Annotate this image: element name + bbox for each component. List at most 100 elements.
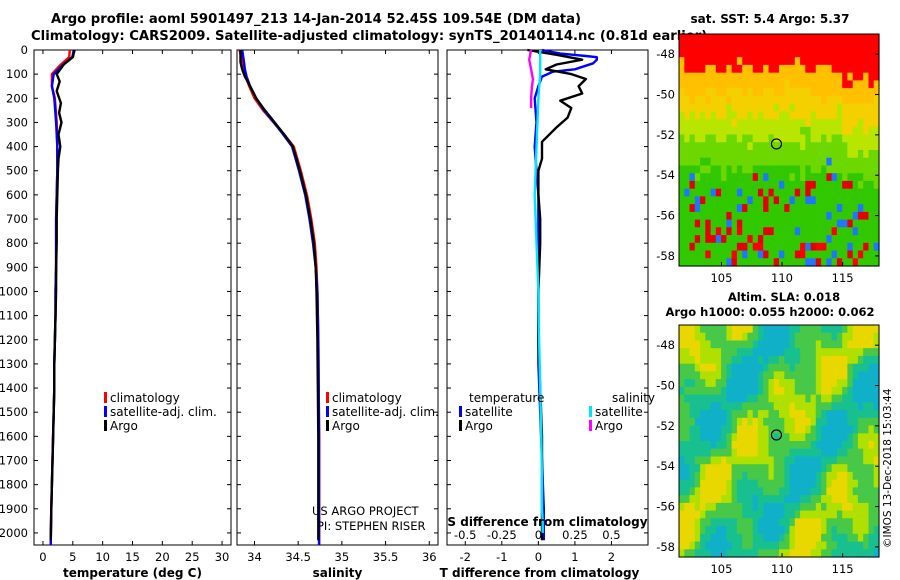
sla-pixel — [679, 549, 685, 558]
sla-pixel — [863, 487, 870, 496]
sst-pixel — [721, 235, 727, 244]
sla-pixel — [726, 479, 733, 488]
sla-pixel — [826, 355, 833, 365]
sst-pixel — [773, 196, 780, 205]
sst-pixel — [679, 180, 685, 190]
y-tick-label-200: 200 — [6, 91, 28, 105]
sla-pixel — [768, 332, 775, 341]
sla-pixel — [779, 471, 785, 481]
sla-pixel — [694, 464, 701, 473]
sla-pixel — [705, 495, 712, 504]
sst-pixel — [800, 41, 806, 50]
sst-pixel — [721, 196, 727, 205]
sst-pixel — [873, 49, 880, 58]
sla-pixel — [794, 355, 801, 365]
sst-pixel — [836, 41, 843, 50]
sla-pixel — [863, 510, 870, 519]
sla-pixel — [721, 394, 727, 403]
sst-pixel — [747, 258, 754, 267]
sst-pixel — [826, 235, 833, 244]
sla-pixel — [684, 340, 691, 349]
sla-pixel — [694, 379, 701, 388]
sst-pixel — [768, 235, 775, 244]
sst-pixel — [857, 95, 864, 105]
sla-pixel — [784, 456, 791, 465]
sst-pixel — [784, 165, 791, 174]
sla-pixel — [847, 402, 854, 411]
sla-pixel — [831, 479, 838, 488]
sla-pixel — [726, 471, 733, 481]
sla-pixel — [852, 340, 859, 349]
sst-pixel — [779, 250, 785, 259]
sst-pixel — [779, 235, 785, 244]
sst-pixel — [821, 180, 827, 190]
sla-pixel — [710, 510, 717, 519]
sst-pixel — [842, 34, 849, 43]
sla-pixel — [800, 479, 806, 488]
sla-pixel — [694, 495, 701, 504]
sla-pixel — [789, 325, 796, 334]
sst-pixel — [715, 119, 722, 128]
sla-pixel — [710, 526, 717, 535]
temperature-xtick-label-15: 15 — [125, 550, 140, 564]
sla-pixel — [784, 549, 791, 558]
y-tick-label-1500: 1500 — [0, 405, 28, 419]
sla-pixel — [768, 541, 775, 550]
sst-pixel — [710, 242, 717, 252]
sst-pixel — [794, 64, 801, 74]
sla-pixel — [810, 433, 817, 442]
sla-pixel — [689, 448, 696, 457]
sla-pixel — [689, 340, 696, 349]
sla-pixel — [721, 402, 727, 411]
sst-pixel — [742, 64, 749, 74]
sst-pixel — [757, 219, 764, 228]
sst-pixel — [721, 142, 727, 151]
sst-pixel — [784, 72, 791, 81]
sst-pixel — [710, 204, 717, 213]
sst-pixel — [773, 211, 780, 221]
sst-pixel — [731, 103, 738, 112]
sst-pixel — [736, 219, 743, 228]
sst-pixel — [836, 134, 843, 143]
sla-pixel — [710, 433, 717, 442]
sst-pixel — [679, 88, 685, 97]
sst-pixel — [779, 204, 785, 213]
sla-pixel — [715, 425, 722, 434]
sla-pixel — [842, 433, 849, 442]
sst-pixel — [700, 64, 706, 74]
sla-pixel — [721, 541, 727, 550]
sla-pixel — [768, 518, 775, 527]
sst-pixel — [773, 258, 780, 267]
sst-pixel — [815, 134, 822, 143]
sla-pixel — [836, 325, 843, 334]
sla-pixel — [800, 363, 806, 372]
sla-pixel — [768, 325, 775, 334]
sla-pixel — [842, 495, 849, 504]
sla-pixel — [826, 425, 833, 434]
sla-pixel — [863, 355, 870, 365]
sla-pixel — [789, 456, 796, 465]
sla-pixel — [784, 371, 791, 380]
sst-pixel — [747, 227, 754, 236]
sla-pixel — [847, 479, 854, 488]
sla-pixel — [752, 332, 759, 341]
sla-pixel — [747, 363, 754, 372]
sst-pixel — [852, 88, 859, 97]
sst-pixel — [721, 211, 727, 221]
sla-pixel — [857, 386, 864, 396]
sla-pixel — [731, 394, 738, 403]
sst-pixel — [789, 188, 796, 197]
sla-pixel — [826, 417, 833, 427]
sla-pixel — [857, 425, 864, 434]
sla-pixel — [868, 510, 875, 519]
sla-pixel — [810, 348, 817, 357]
sla-pixel — [768, 425, 775, 434]
sla-pixel — [826, 471, 833, 481]
salinity-axes-box — [236, 49, 439, 546]
sla-pixel — [789, 332, 796, 341]
sst-pixel — [821, 204, 827, 213]
sst-pixel — [831, 111, 838, 120]
sst-pixel — [694, 204, 701, 213]
sst-pixel — [831, 119, 838, 128]
sla-pixel — [794, 348, 801, 357]
